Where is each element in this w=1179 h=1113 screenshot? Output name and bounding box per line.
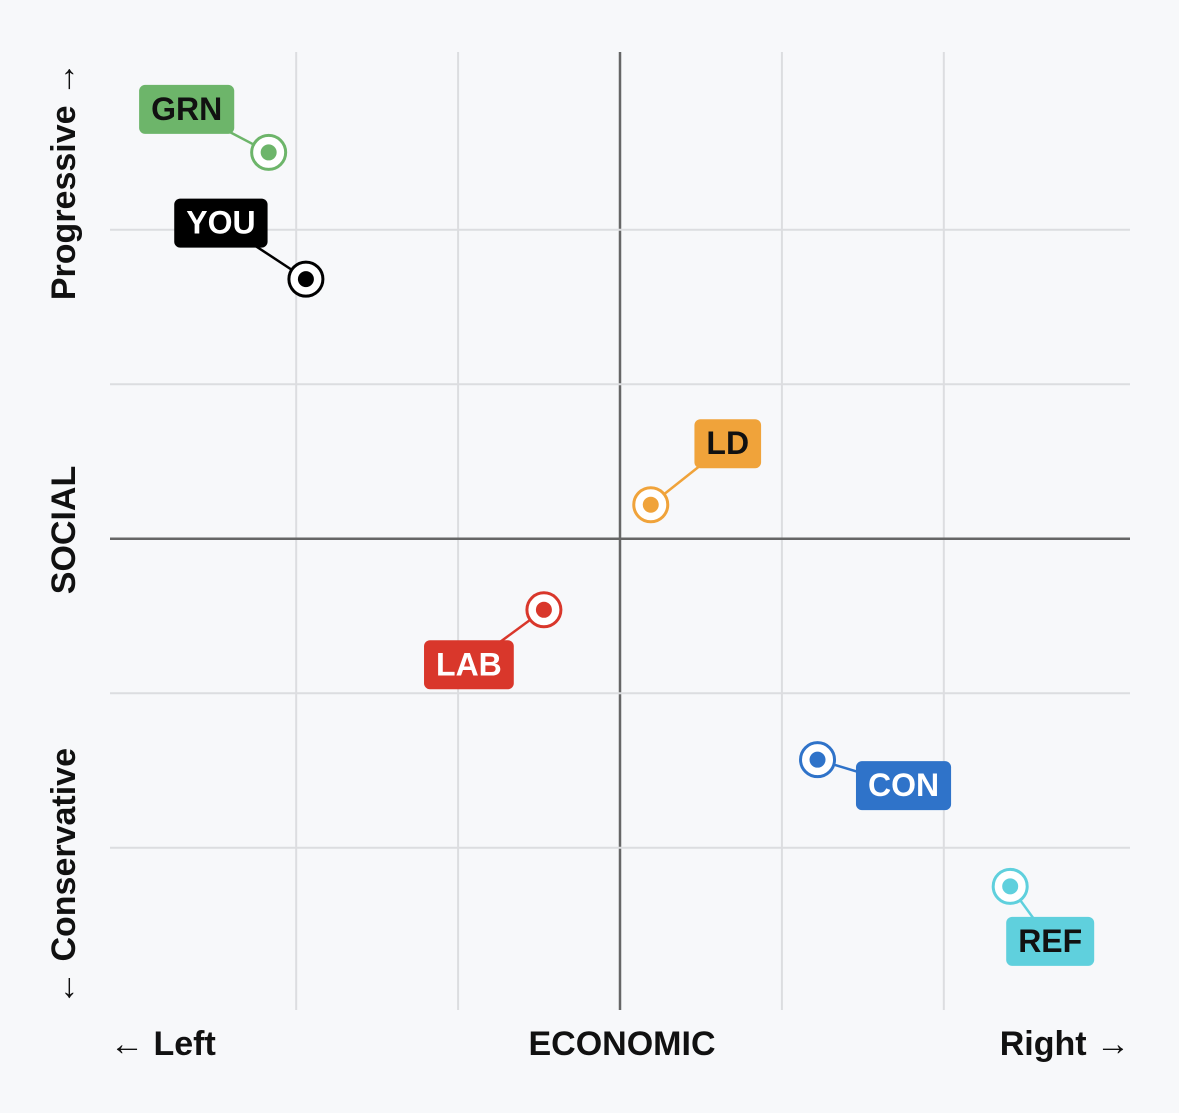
label-box <box>139 84 235 134</box>
y-label-bottom: ← Conservative <box>45 748 83 1005</box>
party-point: LAB <box>424 591 563 690</box>
x-label-right: Right → <box>1000 1025 1130 1063</box>
label-box <box>424 640 514 690</box>
party-point: GRN <box>139 84 288 171</box>
point-label: YOU <box>186 205 255 241</box>
point-label: LAB <box>436 646 502 682</box>
party-point: YOU <box>174 198 325 298</box>
point-dot <box>297 271 314 288</box>
party-point: REF <box>991 867 1095 966</box>
party-point: LD <box>632 419 762 524</box>
grid <box>110 52 1130 1010</box>
y-label-top: Progressive → <box>45 62 83 300</box>
y-label: SOCIAL <box>45 466 83 594</box>
label-box <box>174 198 268 248</box>
point-dot <box>1002 878 1019 895</box>
label-box <box>1006 916 1095 966</box>
point-label: LD <box>706 425 749 461</box>
x-label-left: ← Left <box>110 1025 216 1063</box>
point-dot <box>809 751 826 768</box>
label-box <box>855 761 952 811</box>
party-point: CON <box>799 741 952 811</box>
x-label: ECONOMIC <box>529 1025 716 1063</box>
point-label: REF <box>1018 923 1082 959</box>
point-dot <box>260 144 277 161</box>
label-box <box>694 419 762 469</box>
point-dot <box>642 496 659 513</box>
point-label: GRN <box>151 91 222 127</box>
points: GRN YOU LD LAB CON REF <box>139 84 1095 966</box>
point-label: CON <box>868 767 939 803</box>
point-dot <box>535 601 552 618</box>
